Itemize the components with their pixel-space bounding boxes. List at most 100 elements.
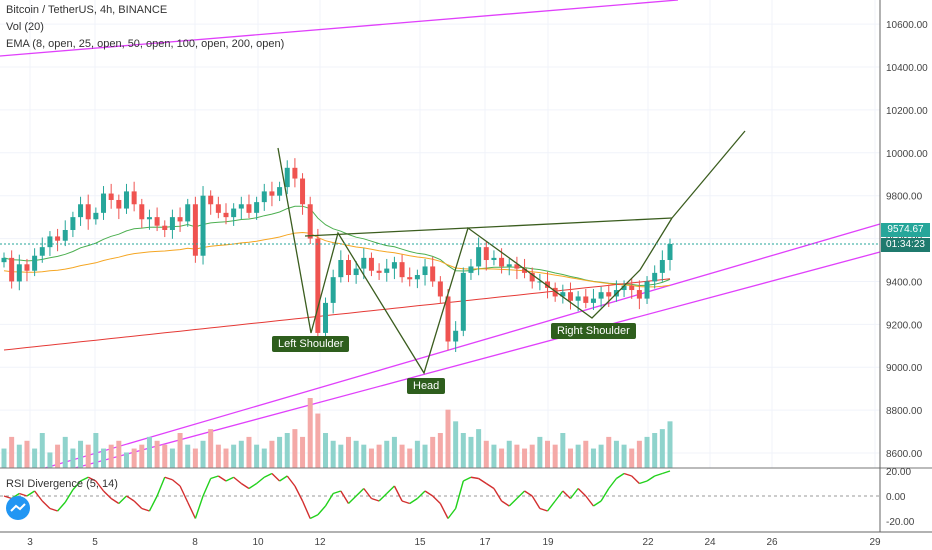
candle-body bbox=[55, 236, 61, 241]
candle-body bbox=[338, 260, 344, 278]
rsi-segment bbox=[179, 485, 189, 503]
volume-bar bbox=[376, 444, 382, 468]
volume-bar bbox=[123, 452, 129, 468]
volume-bar bbox=[345, 436, 351, 468]
pattern-path bbox=[277, 147, 673, 375]
volume-bar bbox=[414, 440, 420, 468]
rsi-segment bbox=[577, 487, 587, 497]
candle-body bbox=[146, 217, 152, 220]
symbol-title[interactable]: Bitcoin / TetherUS, 4h, BINANCE bbox=[6, 4, 168, 16]
candle-body bbox=[261, 191, 267, 203]
candle-body bbox=[437, 281, 443, 297]
candle-body bbox=[598, 292, 604, 299]
rsi-segment bbox=[72, 480, 82, 491]
countdown-tag: 01:34:23 bbox=[881, 238, 930, 252]
candle-body bbox=[483, 247, 489, 261]
candle-body bbox=[583, 296, 589, 303]
rsi-segment bbox=[608, 478, 617, 489]
y-tick-label: 10200.00 bbox=[886, 106, 928, 117]
candle-body bbox=[93, 212, 99, 220]
y-tick-label: 10600.00 bbox=[886, 20, 928, 31]
candle-body bbox=[169, 217, 175, 230]
volume-bar bbox=[238, 440, 244, 468]
volume-bar bbox=[78, 440, 84, 468]
volume-bar bbox=[621, 444, 627, 468]
volume-bar bbox=[590, 448, 596, 468]
ema-orange-line bbox=[3, 231, 671, 288]
volume-bar bbox=[277, 436, 283, 468]
volume-bar bbox=[506, 440, 512, 468]
candle-body bbox=[284, 167, 290, 188]
candle-body bbox=[621, 285, 627, 291]
candle-body bbox=[476, 247, 482, 267]
candle-body bbox=[545, 281, 551, 288]
rsi-segment bbox=[569, 488, 579, 499]
volume-bar bbox=[529, 444, 535, 468]
candle-body bbox=[246, 204, 252, 213]
x-tick-label: 8 bbox=[192, 537, 198, 548]
volume-bar bbox=[460, 433, 466, 468]
y-tick-label: 9800.00 bbox=[886, 192, 923, 203]
tradingview-logo[interactable] bbox=[6, 496, 30, 520]
candle-body bbox=[139, 204, 145, 220]
volume-legend[interactable]: Vol (20) bbox=[6, 21, 44, 33]
ema-legend[interactable]: EMA (8, open, 25, open, 50, open, 100, o… bbox=[6, 38, 285, 50]
volume-bar bbox=[667, 421, 673, 468]
candle-body bbox=[269, 191, 275, 196]
candle-body bbox=[345, 260, 351, 276]
candle-body bbox=[108, 193, 114, 200]
candle-body bbox=[353, 268, 359, 276]
volume-bar bbox=[62, 436, 68, 468]
candle-body bbox=[330, 277, 336, 303]
candle-body bbox=[468, 266, 474, 273]
volume-bar bbox=[606, 436, 612, 468]
rsi-segment bbox=[148, 495, 158, 512]
rsi-segment bbox=[271, 472, 281, 482]
candle-body bbox=[162, 225, 168, 230]
rsi-segment bbox=[439, 503, 449, 519]
rsi-segment bbox=[324, 493, 334, 507]
volume-bar bbox=[246, 436, 252, 468]
volume-bar bbox=[215, 444, 221, 468]
volume-bar bbox=[330, 440, 336, 468]
candle-body bbox=[606, 292, 612, 297]
candle-body bbox=[154, 217, 160, 226]
rsi-segment bbox=[646, 475, 656, 482]
volume-bar bbox=[537, 436, 543, 468]
volume-bar bbox=[613, 440, 619, 468]
rsi-legend[interactable]: RSI Divergence (5, 14) bbox=[6, 478, 118, 490]
rsi-segment bbox=[363, 488, 373, 499]
lower-trendline bbox=[44, 223, 881, 469]
candle-body bbox=[514, 264, 520, 269]
rsi-segment bbox=[371, 497, 380, 502]
rsi-segment bbox=[41, 500, 51, 510]
rsi-tick-label: 20.00 bbox=[886, 467, 911, 478]
rsi-segment bbox=[516, 490, 526, 500]
y-tick-label: 8600.00 bbox=[886, 449, 923, 460]
candle-body bbox=[85, 204, 91, 220]
volume-bar bbox=[93, 433, 99, 468]
volume-bar bbox=[139, 444, 145, 468]
rsi-segment bbox=[225, 476, 234, 482]
volume-bar bbox=[162, 444, 168, 468]
rsi-segment bbox=[133, 500, 143, 510]
candle-body bbox=[200, 195, 206, 256]
volume-bar bbox=[353, 440, 359, 468]
rsi-segment bbox=[294, 485, 304, 502]
x-tick-label: 5 bbox=[92, 537, 98, 548]
volume-bar bbox=[598, 444, 604, 468]
volume-bar bbox=[70, 448, 76, 468]
rsi-segment bbox=[164, 476, 173, 481]
candle-body bbox=[636, 290, 642, 299]
rsi-segment bbox=[49, 507, 58, 512]
y-tick-label: 9200.00 bbox=[886, 320, 923, 331]
logo-icon bbox=[10, 503, 26, 512]
volume-bar bbox=[522, 448, 528, 468]
candle-body bbox=[123, 191, 129, 209]
ema-green-line bbox=[3, 205, 671, 287]
volume-bar bbox=[116, 440, 122, 468]
x-tick-label: 10 bbox=[252, 537, 264, 548]
x-tick-label: 24 bbox=[704, 537, 716, 548]
x-tick-label: 26 bbox=[766, 537, 778, 548]
